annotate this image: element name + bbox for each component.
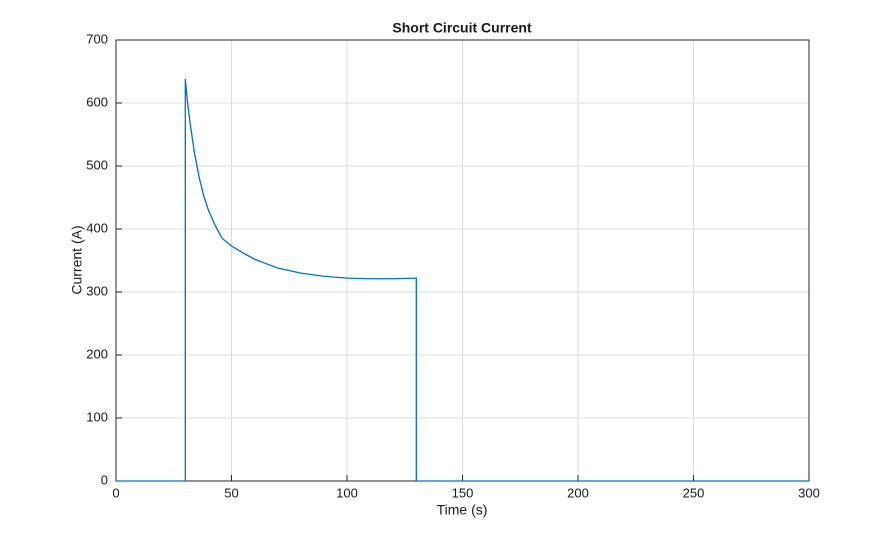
x-tick-label: 150	[452, 485, 474, 500]
y-tick-label: 0	[101, 472, 108, 487]
x-tick-label: 250	[683, 485, 705, 500]
y-tick-label: 500	[86, 157, 108, 172]
x-tick-label: 300	[798, 485, 820, 500]
x-tick-label: 50	[224, 485, 238, 500]
y-axis-label: Current (A)	[69, 225, 85, 294]
y-tick-label: 700	[86, 31, 108, 46]
y-tick-label: 400	[86, 220, 108, 235]
y-tick-label: 100	[86, 409, 108, 424]
x-tick-label: 0	[112, 485, 119, 500]
chart-title: Short Circuit Current	[392, 20, 532, 36]
data-line	[116, 78, 809, 482]
x-tick-label: 200	[567, 485, 589, 500]
y-tick-label: 200	[86, 346, 108, 361]
x-tick-label: 100	[336, 485, 358, 500]
x-axis-label: Time (s)	[437, 502, 488, 518]
y-tick-label: 300	[86, 283, 108, 298]
y-tick-label: 600	[86, 94, 108, 109]
